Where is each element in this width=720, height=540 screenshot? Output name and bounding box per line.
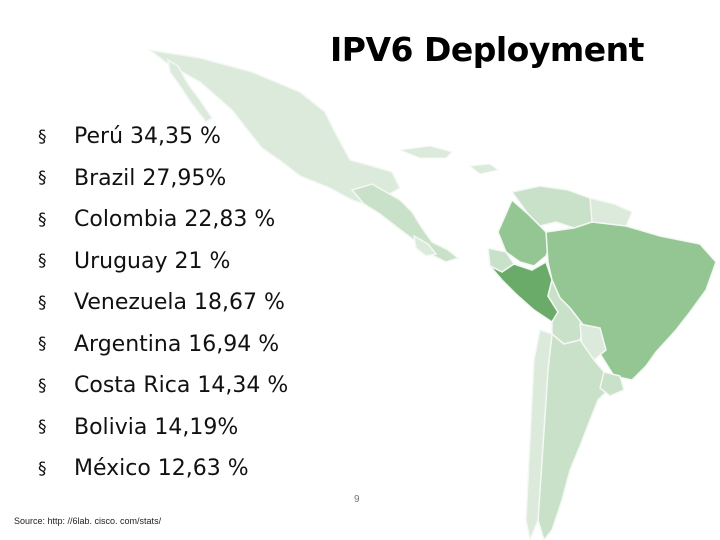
list-item-label: Bolivia 14,19%: [74, 414, 239, 440]
map-region-baja: [166, 58, 214, 124]
map-region-caribbean: [398, 145, 500, 175]
bullet-icon: §: [38, 334, 47, 355]
country-list: § Perú 34,35 % § Brazil 27,95% § Colombia 2…: [38, 116, 288, 490]
list-item: § Argentina 16,94 %: [38, 324, 288, 366]
bullet-icon: §: [38, 292, 47, 313]
bullet-icon: §: [38, 417, 47, 438]
list-item: § Uruguay 21 %: [38, 241, 288, 283]
map-region-central-america: [350, 183, 460, 263]
list-item: § Colombia 22,83 %: [38, 199, 288, 241]
map-region-costa-rica: [413, 234, 438, 257]
bullet-icon: §: [38, 251, 47, 272]
list-item: § Costa Rica 14,34 %: [38, 365, 288, 407]
list-item-label: Argentina 16,94 %: [74, 331, 280, 357]
slide-title: IPV6 Deployment: [330, 30, 644, 69]
list-item: § Bolivia 14,19%: [38, 407, 288, 449]
list-item-label: Perú 34,35 %: [74, 124, 221, 150]
bullet-icon: §: [38, 126, 47, 147]
list-item: § Brazil 27,95%: [38, 158, 288, 200]
list-item-label: Colombia 22,83 %: [74, 207, 276, 233]
bullet-icon: §: [38, 458, 47, 479]
map-region-peru: [489, 260, 559, 324]
bullet-icon: §: [38, 375, 47, 396]
bullet-icon: §: [38, 168, 47, 189]
map-region-uruguay: [599, 371, 625, 397]
list-item-label: Uruguay 21 %: [74, 248, 231, 274]
list-item-label: Brazil 27,95%: [74, 165, 227, 191]
page-number: 9: [354, 494, 360, 505]
map-region-mexico: [147, 48, 401, 207]
list-item: § Venezuela 18,67 %: [38, 282, 288, 324]
bullet-icon: §: [38, 209, 47, 230]
list-item: § México 12,63 %: [38, 448, 288, 490]
list-item-label: Costa Rica 14,34 %: [74, 373, 289, 399]
list-item: § Perú 34,35 %: [38, 116, 288, 158]
list-item-label: México 12,63 %: [74, 456, 249, 482]
map-region-chile: [525, 329, 553, 540]
list-item-label: Venezuela 18,67 %: [74, 290, 285, 316]
source-citation: Source: http: //6lab. cisco. com/stats/: [14, 516, 162, 526]
